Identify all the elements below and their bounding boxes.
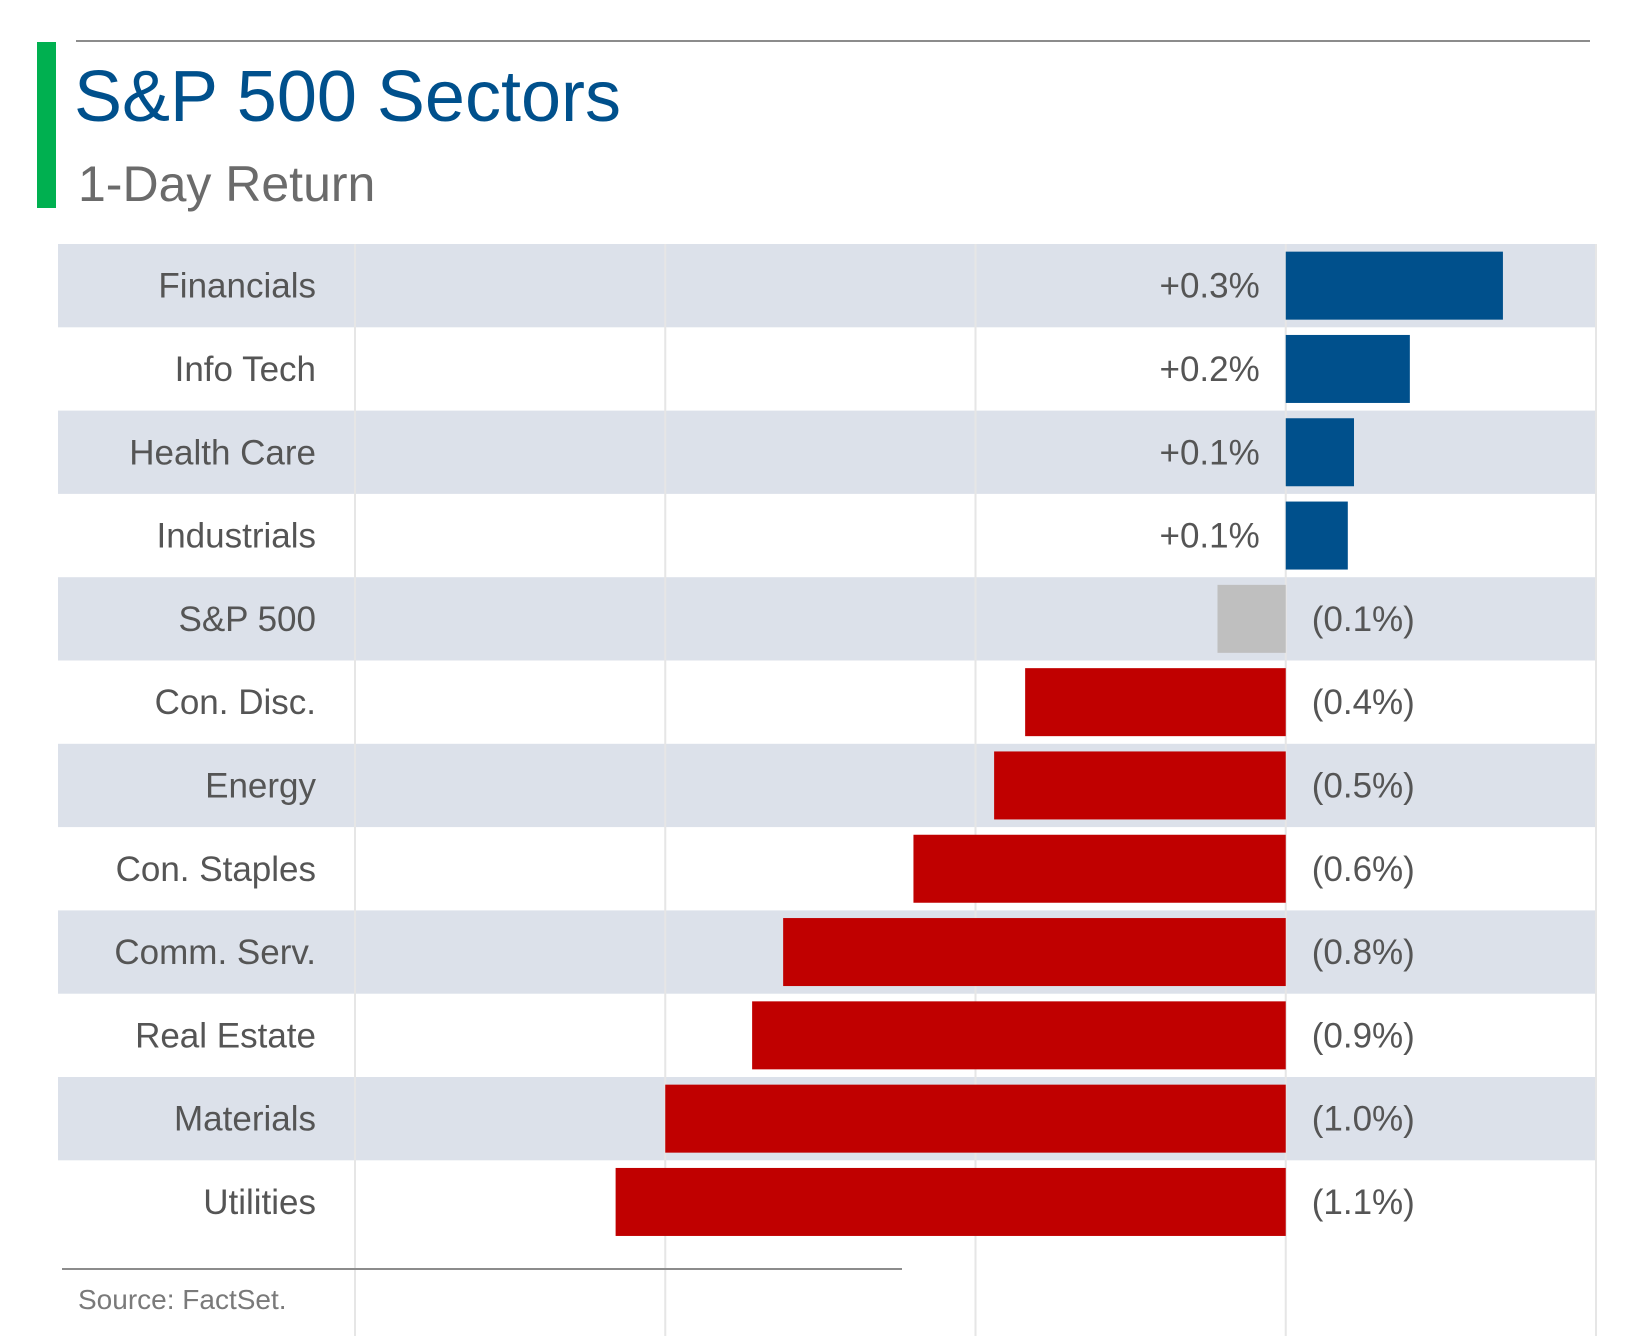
row-band	[58, 577, 1596, 661]
top-rule	[76, 40, 1590, 42]
data-label: +0.3%	[1160, 267, 1260, 306]
row-band	[58, 743, 1596, 828]
category-label: Energy	[205, 766, 316, 805]
bar	[615, 1167, 1286, 1236]
category-label: Materials	[174, 1100, 316, 1139]
bar	[783, 918, 1286, 987]
data-label: (1.0%)	[1312, 1100, 1415, 1139]
data-label: (0.5%)	[1312, 766, 1415, 805]
category-label: Health Care	[129, 433, 316, 472]
data-label: (1.1%)	[1312, 1183, 1415, 1222]
accent-bar	[37, 42, 56, 208]
data-label: +0.1%	[1160, 517, 1260, 556]
category-label: Info Tech	[175, 350, 316, 389]
category-label: Con. Staples	[116, 850, 316, 889]
data-label: (0.4%)	[1312, 683, 1415, 722]
data-label: (0.8%)	[1312, 933, 1415, 972]
data-label: (0.9%)	[1312, 1016, 1415, 1055]
bar	[1285, 418, 1355, 487]
data-label: (0.1%)	[1312, 600, 1415, 639]
data-label: +0.2%	[1160, 350, 1260, 389]
bar	[913, 834, 1286, 903]
bar	[1285, 501, 1348, 570]
category-label: Comm. Serv.	[114, 933, 316, 972]
data-label: +0.1%	[1160, 433, 1260, 472]
category-label: Utilities	[203, 1183, 316, 1222]
bar	[1285, 334, 1410, 403]
bar	[752, 1001, 1286, 1070]
category-label: Financials	[158, 267, 316, 306]
source-rule	[62, 1268, 902, 1270]
category-label: S&P 500	[178, 600, 316, 639]
bar	[665, 1084, 1286, 1153]
category-label: Real Estate	[135, 1016, 316, 1055]
data-label: (0.6%)	[1312, 850, 1415, 889]
category-labels: Financials Info Tech Health Care Industrial…	[114, 267, 316, 1222]
value-labels: +0.3% +0.2% +0.1% +0.1% (0.1%) (0.4%) (0.5%) (0…	[1160, 267, 1415, 1222]
category-label: Industrials	[156, 517, 316, 556]
category-label: Con. Disc.	[155, 683, 316, 722]
bar	[1217, 584, 1286, 653]
bar	[1025, 668, 1286, 737]
source-note: Source: FactSet.	[78, 1284, 287, 1315]
chart-subtitle: 1-Day Return	[78, 156, 376, 212]
bar	[1285, 251, 1503, 320]
bars	[615, 251, 1503, 1236]
bar	[994, 751, 1286, 820]
chart-title: S&P 500 Sectors	[74, 57, 621, 137]
